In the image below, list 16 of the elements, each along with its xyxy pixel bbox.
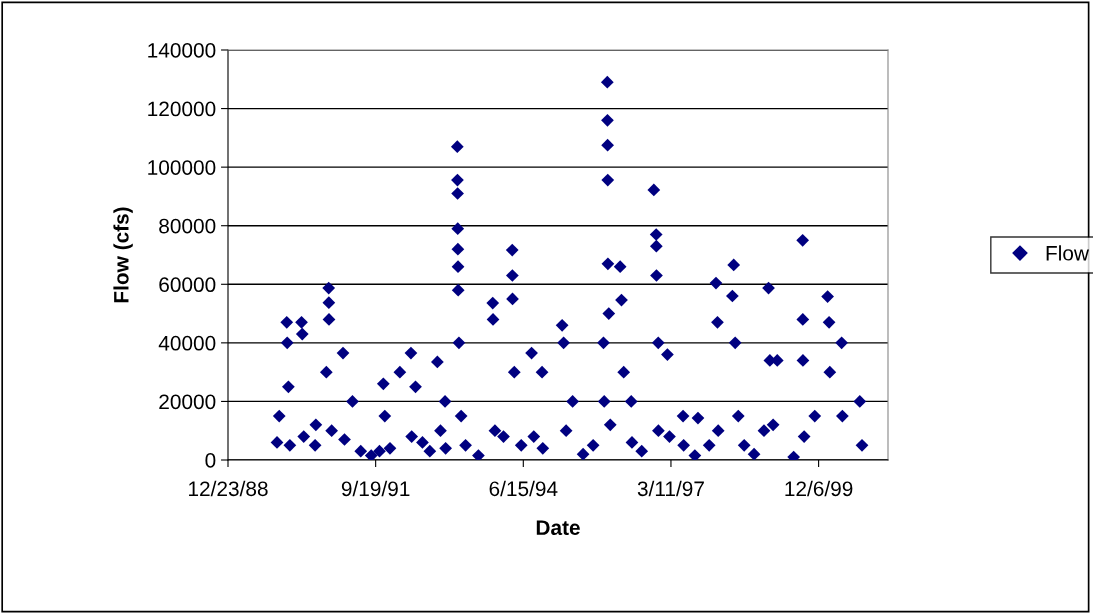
y-tick-label: 40000 — [158, 335, 216, 351]
x-tick-label: 6/15/94 — [489, 480, 558, 497]
y-tick-label: 120000 — [148, 101, 216, 117]
legend-label: Flow — [1046, 245, 1090, 261]
y-tick-label: 20000 — [159, 394, 216, 410]
y-tick-label: 80000 — [159, 218, 216, 234]
x-tick-label: 12/23/88 — [189, 480, 268, 497]
x-axis-title: Date — [536, 520, 580, 535]
y-tick-label: 100000 — [148, 160, 216, 175]
y-tick-label: 140000 — [148, 43, 216, 58]
x-tick-label: 3/11/97 — [637, 480, 704, 497]
x-tick-label: 12/6/99 — [785, 480, 853, 497]
y-tick-label: 60000 — [159, 277, 216, 293]
y-tick-label: 0 — [205, 453, 216, 468]
y-axis-title: Flow (cfs) — [113, 207, 133, 303]
x-tick-label: 9/19/91 — [341, 480, 410, 497]
